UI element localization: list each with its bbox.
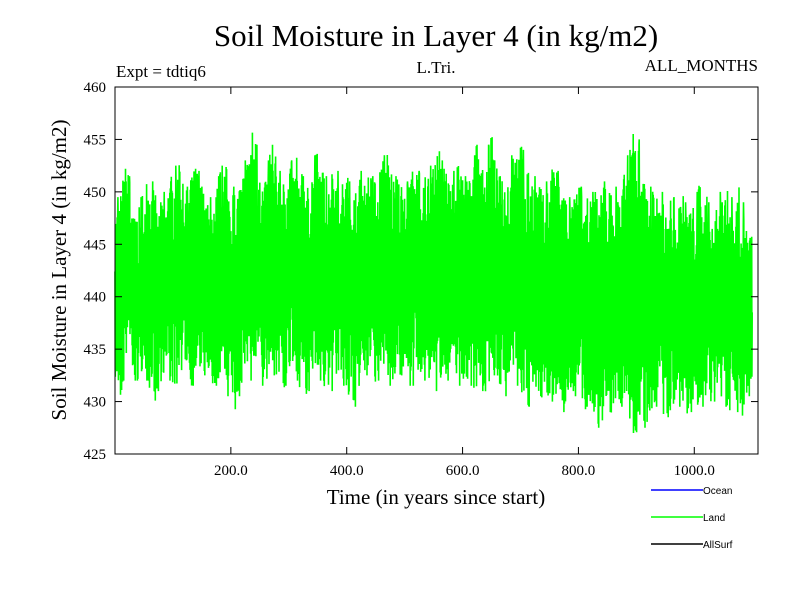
y-tick-label: 450 [84,185,107,201]
y-tick-label: 460 [84,80,107,96]
legend-label-ocean: Ocean [703,486,732,497]
y-tick-label: 440 [84,290,107,306]
legend-label-allsurf: AllSurf [703,540,733,551]
plot-frame [114,86,759,455]
y-tick-label: 425 [84,447,107,463]
x-tick-label: 200.0 [214,463,248,479]
y-tick-label: 445 [84,237,107,253]
y-tick-label: 455 [84,132,107,148]
y-tick-label: 430 [84,395,107,411]
experiment-label: Expt = tdtiq6 [116,62,206,81]
chart-title: Soil Moisture in Layer 4 (in kg/m2) [214,18,658,53]
x-axis-ticks: 200.0 400.0 600.0 800.0 1000.0 [214,87,715,479]
x-tick-label: 600.0 [446,463,480,479]
y-axis-ticks: 425 430 435 440 445 450 455 460 [84,80,758,463]
x-tick-label: 1000.0 [674,463,715,479]
x-tick-label: 800.0 [562,463,596,479]
plot-area: 200.0 400.0 600.0 800.0 1000.0 4254304354404… [84,80,759,479]
x-tick-label: 400.0 [330,463,364,479]
legend-label-land: Land [703,513,725,524]
y-tick-label: 435 [84,342,107,358]
y-axis-label: Soil Moisture in Layer 4 (in kg/m2) [47,120,71,421]
x-axis-label: Time (in years since start) [327,485,546,509]
series-layer [114,132,754,434]
region-label: L.Tri. [416,58,455,77]
legend: Ocean Land AllSurf [651,486,733,551]
series-line-land [114,132,754,434]
months-label: ALL_MONTHS [645,56,758,75]
